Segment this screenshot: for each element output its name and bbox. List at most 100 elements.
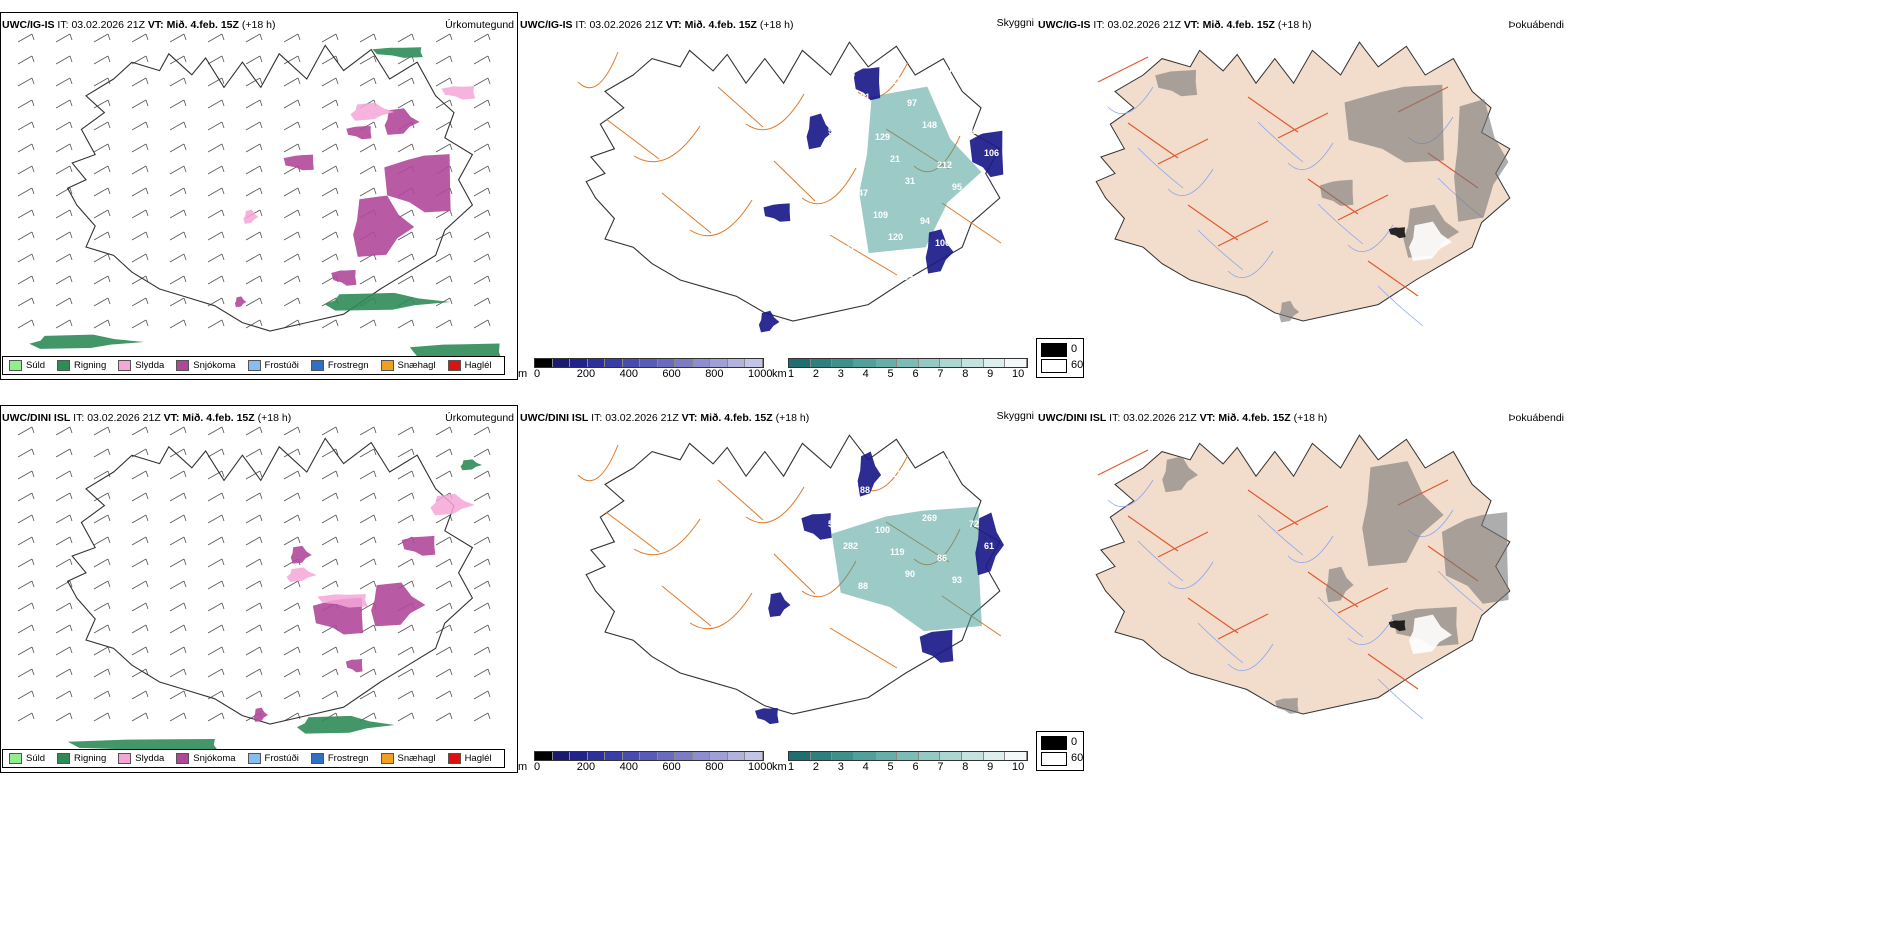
wind-barb-shaft <box>245 77 261 87</box>
wind-barb <box>359 165 377 175</box>
wind-barb <box>17 426 35 436</box>
wind-barb-feather <box>31 426 35 434</box>
wind-barb-shaft <box>283 580 299 590</box>
colorbar-tick: 9 <box>987 761 994 773</box>
visibility-value: 111 <box>841 244 855 254</box>
road <box>801 167 857 205</box>
fog-legend-high: 60 <box>1071 752 1084 764</box>
visibility-value: 95 <box>813 497 823 507</box>
wind-barb-shaft <box>473 187 489 197</box>
wind-barb <box>359 33 377 43</box>
wind-barb-feather <box>411 275 415 283</box>
vt-value: Mið. 4.feb. 15Z <box>166 19 239 31</box>
wind-barb-shaft <box>93 426 109 436</box>
colorbar-tick: 400 <box>619 761 638 773</box>
wind-barb-shaft <box>283 275 299 285</box>
wind-barb <box>359 319 377 329</box>
wind-barb <box>207 668 225 678</box>
wind-barb-shaft <box>131 624 147 634</box>
wind-barb-shaft <box>169 231 185 241</box>
wind-barb <box>55 319 73 329</box>
wind-barb-feather <box>221 558 225 566</box>
wind-barb <box>169 426 187 436</box>
colorbar-cell <box>853 752 876 760</box>
wind-barb <box>131 297 149 307</box>
sleet-area <box>243 209 259 224</box>
wind-barb-shaft <box>397 143 413 153</box>
fog-area <box>1155 69 1198 97</box>
river <box>1347 617 1394 646</box>
visibility-value: 63 <box>967 204 977 214</box>
wind-barb <box>283 492 301 502</box>
wind-barb <box>397 143 415 153</box>
wind-barb-feather <box>69 558 73 566</box>
visibility-value: 108 <box>986 463 1001 473</box>
wind-barb-feather <box>183 448 187 456</box>
wind-barb-feather <box>107 121 111 129</box>
wind-barb <box>473 121 491 131</box>
wind-barb <box>55 426 73 436</box>
wind-barb-feather <box>487 99 491 107</box>
visibility-value: 88 <box>858 581 868 591</box>
wind-barb <box>321 426 339 436</box>
wind-barb-shaft <box>93 536 109 546</box>
wind-barb-feather <box>31 209 35 217</box>
wind-barb-shaft <box>207 187 223 197</box>
colorbar-tick: 5 <box>887 761 894 773</box>
colorbar-cell <box>622 359 641 367</box>
visibility-value: 212 <box>937 160 952 170</box>
wind-barb-shaft <box>397 712 413 722</box>
wind-barb-feather <box>411 319 415 327</box>
wind-barb <box>359 514 377 524</box>
wind-barb-feather <box>107 668 111 676</box>
wind-barb-shaft <box>397 624 413 634</box>
road <box>633 125 701 163</box>
fog-area <box>1344 84 1444 163</box>
road <box>941 202 1002 244</box>
wind-barb-feather <box>335 690 339 698</box>
legend-swatch <box>176 360 190 371</box>
wind-barb-feather <box>335 448 339 456</box>
wind-barb-shaft <box>131 209 147 219</box>
wind-barb-feather <box>487 426 491 434</box>
wind-barb-feather <box>259 558 263 566</box>
wind-barb <box>435 646 453 656</box>
colorbar-cell <box>692 752 711 760</box>
wind-barb-shaft <box>283 77 299 87</box>
wind-barb-feather <box>297 55 301 63</box>
wind-barb-shaft <box>93 448 109 458</box>
river <box>1197 622 1244 664</box>
colorbar-unit: km <box>772 368 787 380</box>
wind-barb <box>435 55 453 65</box>
wind-barb-feather <box>297 231 301 239</box>
wind-barb-shaft <box>359 492 375 502</box>
colorbar-cell <box>810 752 833 760</box>
wind-barb-shaft <box>473 55 489 65</box>
wind-barb-feather <box>145 712 149 720</box>
wind-barb-shaft <box>245 536 261 546</box>
visibility-value: 120 <box>888 232 903 242</box>
wind-barb-feather <box>145 231 149 239</box>
wind-barb-feather <box>107 448 111 456</box>
wind-barb-feather <box>31 231 35 239</box>
legend-swatch <box>57 360 71 371</box>
wind-barb-feather <box>69 165 73 173</box>
legend-item: Haglél <box>447 753 492 764</box>
colorbar-cell <box>983 752 1006 760</box>
visibility-value: 93 <box>952 575 962 585</box>
wind-barb-feather <box>69 624 73 632</box>
visibility-value: 165 <box>798 64 813 74</box>
road <box>1367 260 1419 297</box>
wind-barb-feather <box>373 187 377 195</box>
wind-barb-shaft <box>359 536 375 546</box>
wind-barb-feather <box>221 690 225 698</box>
wind-barb-feather <box>183 253 187 261</box>
colorbar-cell <box>810 359 833 367</box>
wind-barb-feather <box>31 77 35 85</box>
legend-label: Rigning <box>74 753 107 764</box>
wind-barb <box>55 492 73 502</box>
wind-barb <box>207 143 225 153</box>
colorbar-tick: 1000 <box>748 368 773 380</box>
wind-barb <box>55 143 73 153</box>
wind-barb <box>93 536 111 546</box>
